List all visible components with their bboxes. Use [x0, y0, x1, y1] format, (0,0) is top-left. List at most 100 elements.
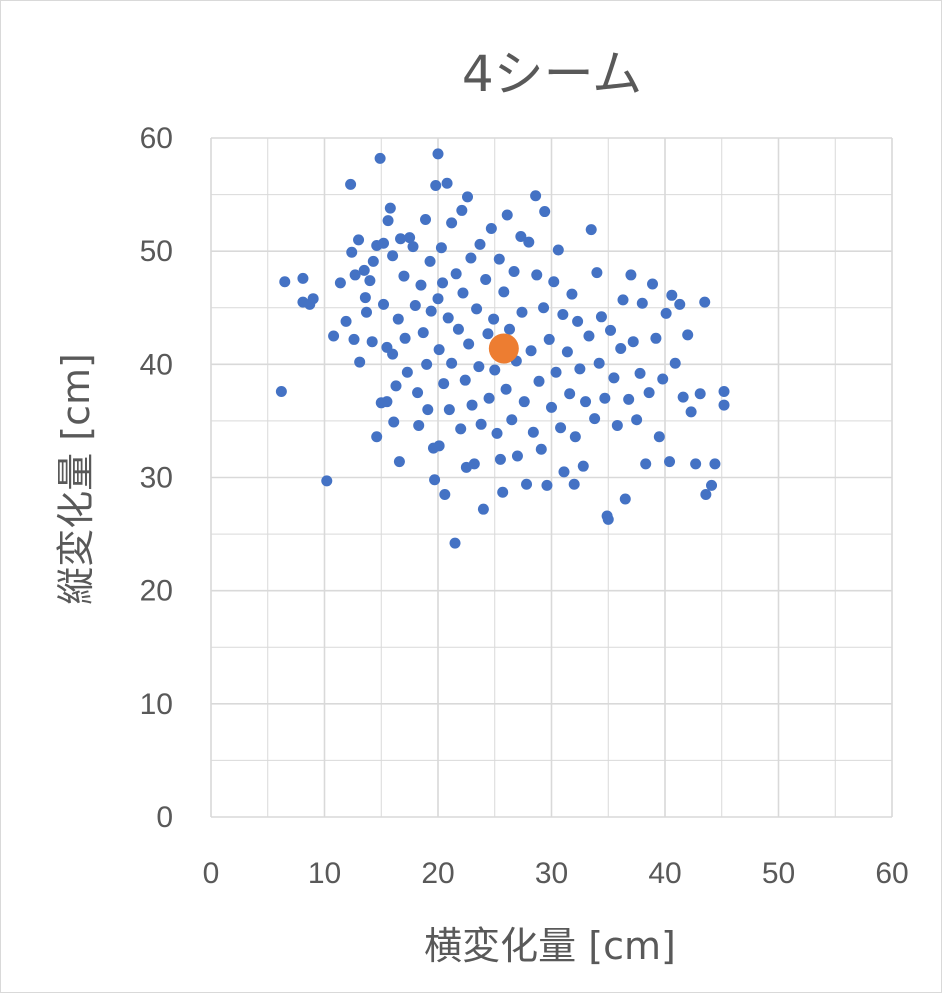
data-point: [523, 236, 535, 248]
y-tick-label: 40: [140, 348, 173, 381]
data-point: [552, 244, 564, 256]
data-point: [498, 286, 510, 298]
data-point: [345, 178, 357, 190]
data-point: [432, 293, 444, 305]
data-point: [488, 313, 500, 325]
data-point: [463, 338, 475, 350]
data-point: [433, 344, 445, 356]
data-point: [558, 466, 570, 478]
data-point: [660, 307, 672, 319]
data-point: [589, 413, 601, 425]
data-point: [627, 336, 639, 348]
data-point: [483, 392, 495, 404]
data-point: [647, 278, 659, 290]
mean-point: [488, 333, 519, 364]
data-point: [535, 443, 547, 455]
data-point: [359, 292, 371, 304]
y-tick-label: 30: [140, 462, 173, 495]
x-tick-label: 50: [762, 857, 795, 890]
data-point: [387, 250, 399, 262]
data-point: [706, 479, 718, 491]
data-point: [462, 191, 474, 203]
x-tick-label: 60: [875, 857, 908, 890]
data-point: [577, 460, 589, 472]
data-point: [468, 458, 480, 470]
data-point: [446, 217, 458, 229]
data-point: [568, 478, 580, 490]
data-point: [636, 297, 648, 309]
y-tick-label: 60: [140, 122, 173, 155]
data-point: [605, 324, 617, 336]
data-point: [412, 387, 424, 399]
data-point: [442, 312, 454, 324]
data-point: [508, 266, 520, 278]
data-point: [307, 293, 319, 305]
data-point: [378, 237, 390, 249]
data-point: [521, 478, 533, 490]
data-point: [399, 332, 411, 344]
data-point: [640, 458, 652, 470]
data-point: [657, 373, 669, 385]
data-point: [477, 503, 489, 515]
data-point: [543, 333, 555, 345]
data-point: [422, 404, 434, 416]
data-point: [593, 357, 605, 369]
data-point: [650, 332, 662, 344]
data-point: [557, 309, 569, 321]
data-point: [360, 306, 372, 318]
data-point: [608, 372, 620, 384]
data-point: [417, 327, 429, 339]
data-point: [334, 277, 346, 289]
data-point: [518, 396, 530, 408]
data-point: [455, 423, 467, 435]
data-point: [392, 313, 404, 325]
data-point: [321, 475, 333, 487]
data-point: [489, 364, 501, 376]
data-point: [602, 513, 614, 525]
data-point: [572, 315, 584, 327]
data-point: [546, 401, 557, 413]
data-point: [525, 345, 537, 357]
data-point: [459, 374, 471, 386]
data-point: [409, 299, 421, 311]
data-point: [666, 289, 678, 301]
data-point: [699, 296, 711, 308]
data-point: [493, 253, 505, 265]
data-point: [466, 399, 478, 411]
x-tick-label: 30: [535, 857, 568, 890]
gridlines: [210, 137, 893, 818]
data-points: [275, 148, 730, 549]
data-point: [500, 383, 512, 395]
data-point: [538, 302, 550, 314]
data-point: [585, 224, 597, 236]
data-point: [328, 330, 340, 342]
data-point: [700, 488, 712, 500]
data-point: [583, 330, 595, 342]
data-point: [446, 357, 458, 369]
data-point: [387, 348, 399, 360]
data-point: [682, 329, 694, 341]
data-point: [404, 232, 416, 244]
data-point: [348, 333, 360, 345]
data-point: [465, 252, 477, 264]
data-point: [364, 275, 376, 287]
x-tick-label: 0: [203, 857, 220, 890]
data-point: [432, 148, 444, 160]
data-point: [450, 268, 462, 280]
data-point: [395, 233, 407, 245]
x-axis-label: 横変化量 [cm]: [424, 924, 676, 968]
data-point: [407, 241, 419, 253]
data-point: [457, 287, 469, 299]
data-point: [595, 311, 607, 323]
data-point: [439, 488, 451, 500]
data-point: [653, 431, 665, 443]
data-point: [358, 264, 370, 276]
data-point: [669, 357, 681, 369]
data-point: [504, 323, 516, 335]
data-point: [599, 392, 611, 404]
data-point: [429, 474, 441, 486]
data-point: [718, 385, 730, 397]
data-point: [718, 399, 730, 411]
data-point: [497, 486, 509, 498]
data-point: [452, 323, 464, 335]
